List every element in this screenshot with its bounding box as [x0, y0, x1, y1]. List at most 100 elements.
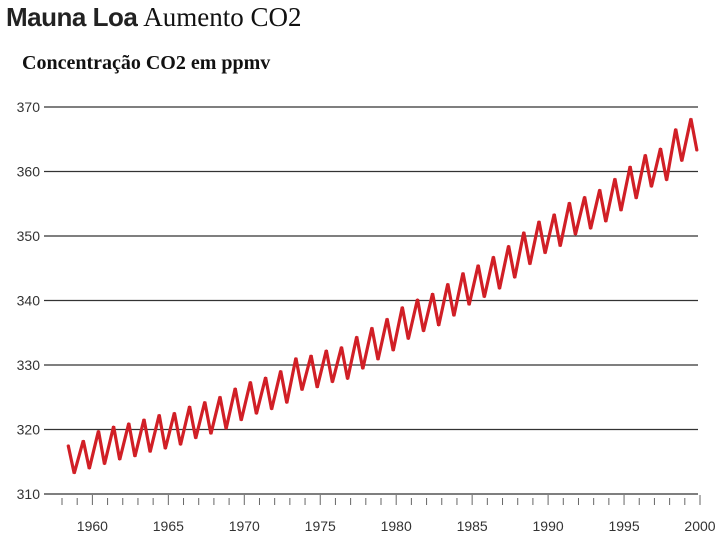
y-tick-label: 350: [17, 228, 41, 244]
data-point: [598, 188, 601, 191]
data-point: [507, 244, 510, 247]
data-point: [453, 315, 455, 317]
data-point: [544, 252, 546, 255]
data-point: [690, 117, 692, 120]
data-point: [583, 195, 586, 198]
data-point: [219, 395, 221, 398]
data-point: [513, 277, 516, 279]
data-point: [659, 147, 662, 150]
gridlines: [44, 106, 698, 495]
chart-title-sub: Aumento CO2: [143, 2, 302, 32]
data-point: [574, 233, 577, 236]
x-axis-minor-ticks: [61, 495, 701, 505]
data-point: [270, 408, 273, 411]
data-point: [477, 264, 480, 266]
data-point: [134, 455, 136, 458]
data-point: [158, 413, 160, 416]
x-tick-label: 1960: [77, 518, 108, 534]
y-tick-label: 340: [17, 293, 41, 309]
data-point: [286, 402, 288, 404]
data-point: [301, 389, 303, 392]
data-point: [371, 326, 373, 329]
data-point: [128, 422, 130, 424]
data-point: [97, 430, 100, 432]
data-point: [447, 282, 449, 285]
data-point: [386, 317, 388, 320]
x-tick-label: 1975: [305, 518, 336, 534]
data-point: [355, 335, 358, 338]
x-tick-label: 1995: [608, 518, 639, 534]
y-tick-label: 370: [17, 99, 41, 115]
data-point: [498, 288, 501, 290]
data-point: [88, 468, 91, 470]
data-point: [401, 306, 404, 308]
data-point: [523, 231, 525, 233]
data-point: [112, 425, 115, 428]
data-point: [437, 324, 440, 327]
data-point: [605, 221, 607, 223]
y-tick-label: 310: [17, 486, 41, 502]
data-point: [635, 197, 637, 200]
data-point: [194, 437, 197, 440]
data-point: [696, 150, 698, 152]
data-point: [316, 386, 319, 389]
x-tick-label: 1980: [381, 518, 412, 534]
data-point: [362, 368, 364, 370]
data-point: [149, 451, 151, 453]
data-point: [629, 165, 631, 168]
data-point: [225, 428, 227, 430]
data-point: [179, 444, 182, 446]
co2-series-line: [66, 118, 699, 474]
data-point: [665, 179, 668, 182]
y-tick-label: 330: [17, 357, 41, 373]
data-point: [377, 359, 379, 361]
data-point: [392, 350, 395, 352]
data-point: [483, 296, 486, 299]
data-point: [82, 439, 85, 442]
data-point: [538, 220, 540, 222]
data-point: [279, 370, 282, 372]
co2-series: [66, 117, 699, 475]
data-point: [559, 245, 561, 248]
x-tick-label: 1970: [229, 518, 260, 534]
data-point: [67, 444, 69, 446]
x-tick-label: 1985: [457, 518, 488, 534]
y-tick-label: 320: [17, 422, 41, 438]
data-point: [249, 381, 252, 383]
chart-title-main: Mauna Loa: [6, 2, 138, 32]
data-point: [204, 401, 206, 403]
data-point: [340, 346, 343, 348]
data-point: [325, 349, 328, 352]
chart-title: Mauna Loa Aumento CO2: [6, 2, 302, 33]
data-point: [346, 378, 349, 381]
data-point: [553, 213, 555, 215]
data-point: [118, 459, 121, 461]
chart-subtitle: Concentração CO2 em ppmv: [22, 52, 271, 74]
data-point: [468, 304, 470, 306]
data-point: [173, 411, 176, 414]
data-point: [674, 128, 677, 130]
data-point: [407, 338, 410, 341]
data-point: [210, 433, 212, 435]
data-point: [644, 153, 647, 156]
data-point: [310, 354, 312, 357]
x-tick-label: 1965: [153, 518, 184, 534]
data-point: [143, 418, 145, 421]
data-point: [416, 298, 419, 301]
data-point: [492, 255, 495, 258]
data-point: [295, 357, 297, 359]
data-point: [234, 387, 236, 390]
data-point: [264, 376, 267, 379]
data-point: [422, 330, 425, 333]
x-tick-label: 1990: [533, 518, 564, 534]
data-point: [240, 419, 242, 422]
x-axis-tick-labels: 1960 1965 1970 1975 1980 1985 1990 1995 2000: [77, 518, 716, 534]
data-point: [620, 210, 622, 212]
data-point: [431, 292, 434, 295]
data-point: [681, 160, 683, 162]
data-point: [73, 472, 75, 475]
data-point: [188, 405, 191, 408]
data-point: [164, 448, 167, 450]
x-tick-label: 2000: [684, 518, 715, 534]
